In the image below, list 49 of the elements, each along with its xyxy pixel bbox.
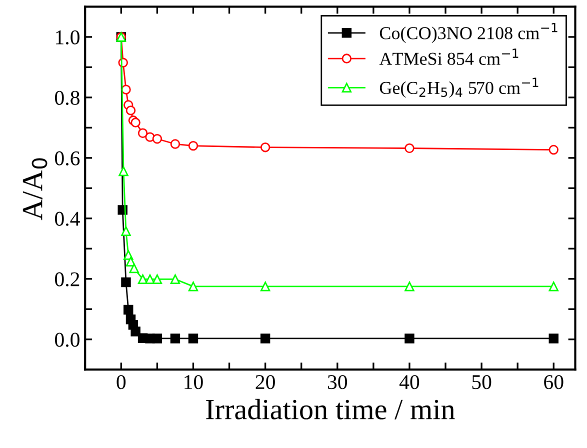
point: [152, 334, 162, 344]
point: [404, 143, 414, 154]
point: [188, 282, 198, 292]
y-axis-title: A/A$_{0}$: [22, 158, 48, 220]
legend-label: ATMeSi 854 cm$^{−1}$: [379, 48, 518, 65]
point: [170, 139, 180, 149]
point: [260, 282, 270, 292]
x-tick-label: 20: [256, 375, 275, 390]
point: [404, 282, 414, 292]
point: [548, 282, 558, 292]
x-axis-title: Irradiation time / min: [206, 398, 455, 420]
x-tick-label: 0: [116, 375, 126, 390]
point: [548, 334, 558, 344]
point: [152, 274, 162, 284]
point: [126, 106, 136, 116]
y-tick-label: 0.0: [55, 332, 80, 347]
point: [121, 226, 131, 236]
point: [121, 84, 131, 94]
point: [130, 326, 140, 336]
point: [138, 128, 148, 138]
point: [170, 334, 180, 344]
x-tick-label: 40: [399, 375, 420, 390]
y-tick-label: 1.0: [56, 30, 80, 44]
point: [121, 277, 131, 288]
point: [260, 142, 270, 152]
point: [548, 144, 558, 155]
x-tick-label: 30: [328, 375, 348, 390]
point: [118, 166, 128, 176]
x-tick-label: 50: [472, 375, 492, 390]
legend-label: Ge(C$_{2}$H$_{5}$)$_{4}$ 570 cm$^{−1}$: [380, 78, 538, 98]
y-tick-label: 0.4: [55, 212, 80, 226]
y-tick-label: 0.2: [55, 272, 80, 286]
point: [404, 334, 414, 344]
point: [152, 134, 162, 144]
point: [260, 334, 270, 344]
point: [138, 274, 148, 284]
point: [129, 263, 139, 274]
point: [126, 256, 136, 267]
x-tick-label: 60: [544, 375, 564, 390]
point: [130, 118, 140, 128]
y-tick-label: 0.6: [55, 151, 80, 166]
point: [170, 274, 180, 284]
point: [188, 140, 198, 151]
legend-label: Co(CO)3NO 2108 cm$^{−1}$: [380, 22, 558, 43]
point: [188, 334, 198, 344]
x-tick-label: 10: [184, 375, 203, 390]
y-tick-label: 0.8: [55, 90, 80, 105]
point: [145, 274, 155, 284]
point: [124, 304, 134, 315]
